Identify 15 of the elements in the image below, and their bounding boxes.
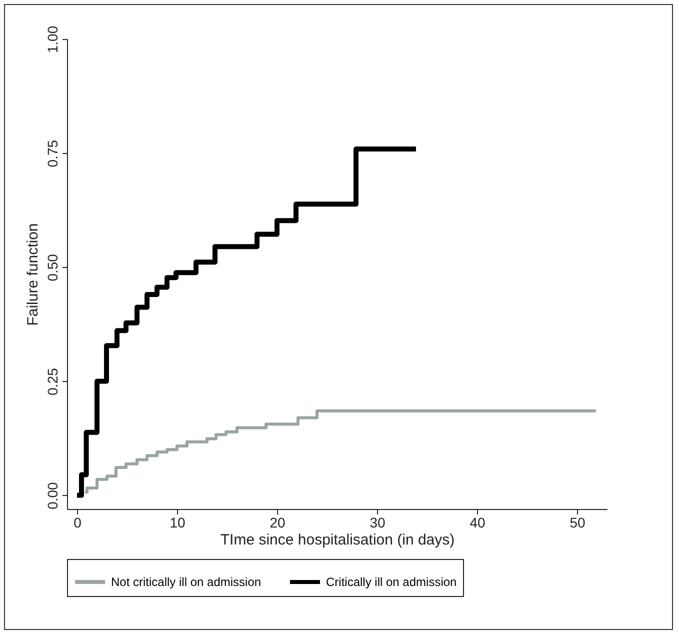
y-tick-label: 0.00 [44, 482, 60, 510]
y-tick-label: 0.50 [44, 254, 60, 282]
y-tick-label: 0.25 [44, 368, 60, 396]
x-tick-label: 40 [470, 514, 486, 530]
x-tick-label: 10 [170, 514, 186, 530]
x-tick-label: 50 [570, 514, 586, 530]
y-tick-label: 0.75 [44, 140, 60, 168]
y-axis-title: Failure function [24, 223, 42, 326]
legend-label: Critically ill on admission [326, 575, 457, 589]
legend-label: Not critically ill on admission [111, 575, 262, 589]
x-tick-label: 20 [270, 514, 286, 530]
x-tick-label: 30 [370, 514, 386, 530]
x-axis-title: TIme since hospitalisation (in days) [220, 532, 455, 548]
x-tick-label: 0 [74, 514, 82, 530]
y-tick-label: 1.00 [44, 26, 60, 54]
